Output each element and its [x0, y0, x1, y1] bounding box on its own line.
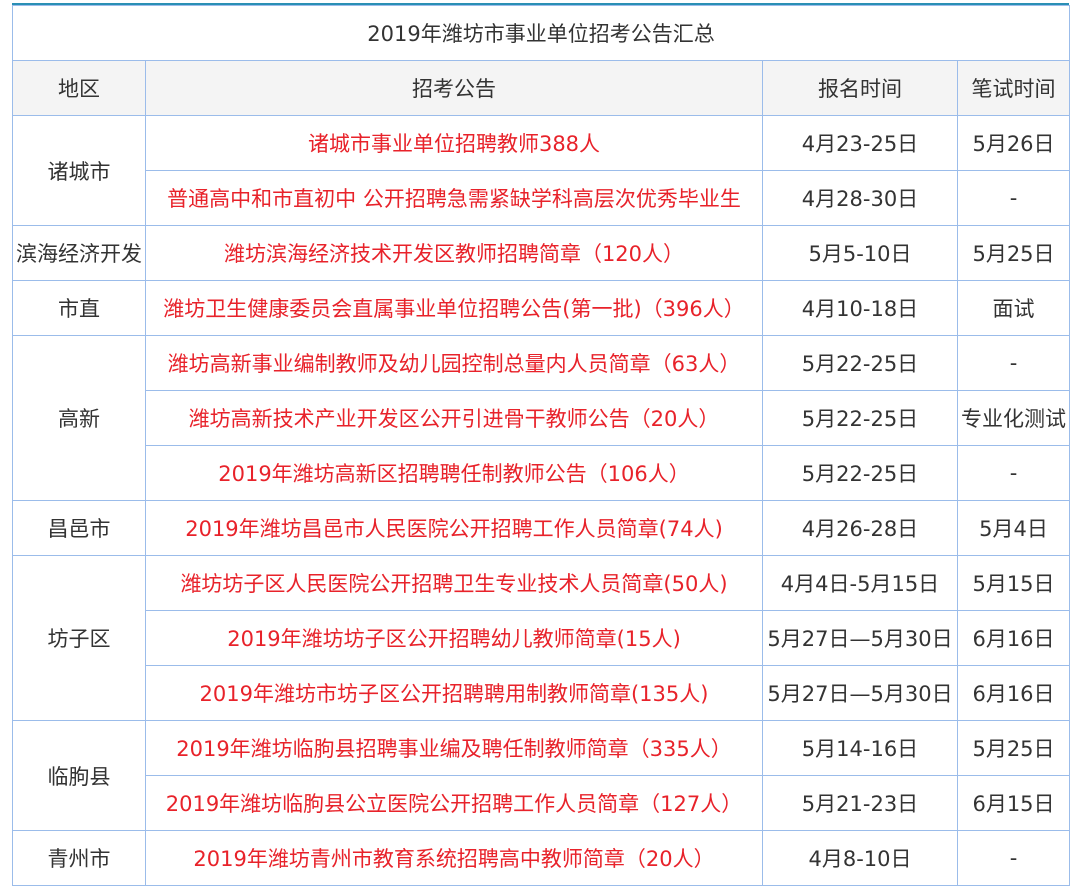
exam-time-cell: - — [956, 170, 1071, 226]
signup-time-cell: 5月22-25日 — [762, 335, 958, 391]
exam-time-cell: - — [956, 445, 1071, 501]
table-row: 2019年潍坊坊子区公开招聘幼儿教师简章(15人) 5月27日—5月30日 6月16… — [13, 610, 1071, 666]
region-cell: 市直 — [12, 280, 146, 336]
region-cell: 临朐县 — [12, 720, 146, 831]
table-row: 昌邑市 2019年潍坊昌邑市人民医院公开招聘工作人员简章(74人) 4月26-28日… — [12, 500, 1071, 556]
notice-cell: 潍坊坊子区人民医院公开招聘卫生专业技术人员简章(50人) — [145, 555, 763, 611]
notice-cell: 2019年潍坊青州市教育系统招聘高中教师简章（20人） — [145, 830, 763, 886]
signup-time-cell: 5月22-25日 — [762, 390, 958, 446]
signup-time-cell: 5月22-25日 — [762, 445, 958, 501]
notice-link[interactable]: 普通高中和市直初中 公开招聘急需紧缺学科高层次优秀毕业生 — [167, 187, 741, 211]
exam-time-cell: 5月26日 — [956, 115, 1071, 171]
exam-time-cell: 5月15日 — [956, 555, 1071, 611]
signup-time-cell: 5月27日—5月30日 — [762, 665, 958, 721]
table-row: 2019年潍坊市坊子区公开招聘聘用制教师简章(135人) 5月27日—5月30日 6… — [13, 665, 1071, 721]
notice-link[interactable]: 2019年潍坊青州市教育系统招聘高中教师简章（20人） — [193, 847, 715, 871]
notice-cell: 2019年潍坊昌邑市人民医院公开招聘工作人员简章(74人) — [145, 500, 763, 556]
region-cell: 坊子区 — [12, 555, 146, 721]
notice-link[interactable]: 潍坊滨海经济技术开发区教师招聘简章（120人） — [223, 242, 685, 266]
notice-link[interactable]: 2019年潍坊昌邑市人民医院公开招聘工作人员简章(74人) — [185, 517, 723, 541]
exam-time-cell: 5月25日 — [956, 225, 1071, 281]
notice-cell: 2019年潍坊临朐县招聘事业编及聘任制教师简章（335人） — [145, 720, 763, 776]
header-region: 地区 — [12, 60, 146, 116]
exam-time-cell: 6月15日 — [956, 775, 1071, 831]
signup-time-cell: 4月28-30日 — [762, 170, 958, 226]
signup-time-cell: 5月21-23日 — [762, 775, 958, 831]
table-row: 坊子区 潍坊坊子区人民医院公开招聘卫生专业技术人员简章(50人) 4月4日-5月15… — [12, 555, 1071, 721]
region-cell: 昌邑市 — [12, 500, 146, 556]
signup-time-cell: 5月27日—5月30日 — [762, 610, 958, 666]
notice-cell: 潍坊高新事业编制教师及幼儿园控制总量内人员简章（63人） — [145, 335, 763, 391]
notice-cell: 2019年潍坊市坊子区公开招聘聘用制教师简章(135人) — [145, 665, 763, 721]
exam-time-cell: 5月25日 — [956, 720, 1071, 776]
signup-time-cell: 4月10-18日 — [762, 280, 958, 336]
exam-time-cell: 专业化测试 — [956, 390, 1071, 446]
region-cell: 青州市 — [12, 830, 146, 886]
table-row: 诸城市 诸城市事业单位招聘教师388人 4月23-25日 5月26日 — [12, 115, 1071, 226]
notice-link[interactable]: 潍坊坊子区人民医院公开招聘卫生专业技术人员简章(50人) — [180, 572, 728, 596]
table-row: 普通高中和市直初中 公开招聘急需紧缺学科高层次优秀毕业生 4月28-30日 - — [13, 170, 1071, 226]
exam-time-cell: 6月16日 — [956, 665, 1071, 721]
table-row: 2019年潍坊临朐县公立医院公开招聘工作人员简章（127人） 5月21-23日 6月… — [13, 775, 1071, 831]
notice-link[interactable]: 2019年潍坊高新区招聘聘任制教师公告（106人） — [218, 462, 690, 486]
notice-link[interactable]: 诸城市事业单位招聘教师388人 — [307, 132, 601, 156]
table-row: 市直 潍坊卫生健康委员会直属事业单位招聘公告(第一批)（396人） 4月10-18日… — [12, 280, 1071, 336]
exam-time-cell: 6月16日 — [956, 610, 1071, 666]
notice-cell: 2019年潍坊高新区招聘聘任制教师公告（106人） — [145, 445, 763, 501]
exam-time-cell: 面试 — [956, 280, 1071, 336]
table-row: 青州市 2019年潍坊青州市教育系统招聘高中教师简章（20人） 4月8-10日 - — [12, 830, 1071, 886]
table-row: 潍坊高新技术产业开发区公开引进骨干教师公告（20人） 5月22-25日 专业化测试 — [13, 390, 1071, 446]
signup-time-cell: 4月8-10日 — [762, 830, 958, 886]
notice-link[interactable]: 2019年潍坊临朐县招聘事业编及聘任制教师简章（335人） — [176, 737, 732, 761]
notice-link[interactable]: 潍坊高新事业编制教师及幼儿园控制总量内人员简章（63人） — [167, 352, 741, 376]
region-cell: 诸城市 — [12, 115, 146, 226]
signup-time-cell: 5月14-16日 — [762, 720, 958, 776]
header-exam-time: 笔试时间 — [956, 60, 1071, 116]
notice-cell: 潍坊滨海经济技术开发区教师招聘简章（120人） — [145, 225, 763, 281]
notice-link[interactable]: 潍坊高新技术产业开发区公开引进骨干教师公告（20人） — [188, 407, 720, 431]
table-row: 2019年潍坊高新区招聘聘任制教师公告（106人） 5月22-25日 - — [13, 445, 1071, 501]
header-signup-time: 报名时间 — [762, 60, 958, 116]
exam-time-cell: - — [956, 335, 1071, 391]
notice-cell: 潍坊卫生健康委员会直属事业单位招聘公告(第一批)（396人） — [145, 280, 763, 336]
exam-time-cell: 5月4日 — [956, 500, 1071, 556]
notice-cell: 诸城市事业单位招聘教师388人 — [145, 115, 763, 171]
top-border — [12, 3, 1069, 5]
notice-cell: 潍坊高新技术产业开发区公开引进骨干教师公告（20人） — [145, 390, 763, 446]
table-title: 2019年潍坊市事业单位招考公告汇总 — [11, 5, 1071, 61]
signup-time-cell: 4月4日-5月15日 — [762, 555, 958, 611]
notice-link[interactable]: 潍坊卫生健康委员会直属事业单位招聘公告(第一批)（396人） — [163, 297, 745, 321]
region-cell: 滨海经济开发 — [12, 225, 146, 281]
header-notice: 招考公告 — [145, 60, 763, 116]
notice-link[interactable]: 2019年潍坊市坊子区公开招聘聘用制教师简章(135人) — [199, 682, 709, 706]
signup-time-cell: 4月26-28日 — [762, 500, 958, 556]
table-row: 高新 潍坊高新事业编制教师及幼儿园控制总量内人员简章（63人） 5月22-25日 - — [12, 335, 1071, 501]
table-row: 临朐县 2019年潍坊临朐县招聘事业编及聘任制教师简章（335人） 5月14-16日… — [12, 720, 1071, 831]
table-row: 滨海经济开发 潍坊滨海经济技术开发区教师招聘简章（120人） 5月5-10日 5月25… — [12, 225, 1071, 281]
exam-time-cell: - — [956, 830, 1071, 886]
signup-time-cell: 5月5-10日 — [762, 225, 958, 281]
notice-cell: 2019年潍坊临朐县公立医院公开招聘工作人员简章（127人） — [145, 775, 763, 831]
notice-cell: 2019年潍坊坊子区公开招聘幼儿教师简章(15人) — [145, 610, 763, 666]
notice-cell: 普通高中和市直初中 公开招聘急需紧缺学科高层次优秀毕业生 — [145, 170, 763, 226]
notice-link[interactable]: 2019年潍坊坊子区公开招聘幼儿教师简章(15人) — [227, 627, 681, 651]
signup-time-cell: 4月23-25日 — [762, 115, 958, 171]
region-cell: 高新 — [12, 335, 146, 501]
notice-link[interactable]: 2019年潍坊临朐县公立医院公开招聘工作人员简章（127人） — [165, 792, 743, 816]
recruitment-table: 2019年潍坊市事业单位招考公告汇总 地区 招考公告 报名时间 笔试时间 诸城市… — [11, 5, 1071, 886]
